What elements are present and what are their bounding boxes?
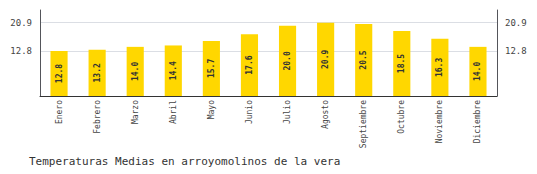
- svg-text:12.8: 12.8: [55, 64, 64, 83]
- svg-text:20.9: 20.9: [505, 18, 527, 28]
- svg-text:Febrero: Febrero: [93, 100, 102, 134]
- svg-text:Enero: Enero: [55, 100, 64, 124]
- svg-text:12.8: 12.8: [10, 46, 32, 56]
- svg-text:Junio: Junio: [245, 100, 254, 124]
- svg-text:Agosto: Agosto: [321, 100, 330, 129]
- svg-text:17.6: 17.6: [245, 55, 254, 74]
- svg-text:Marzo: Marzo: [131, 100, 140, 124]
- svg-text:14.0: 14.0: [131, 62, 140, 81]
- svg-text:Temperaturas Medias en arroyom: Temperaturas Medias en arroyomolinos de …: [29, 155, 340, 168]
- svg-text:16.3: 16.3: [435, 58, 444, 77]
- svg-text:20.5: 20.5: [359, 50, 368, 69]
- svg-text:Noviembre: Noviembre: [435, 100, 444, 144]
- svg-text:13.2: 13.2: [93, 63, 102, 82]
- svg-text:Mayo: Mayo: [207, 100, 216, 119]
- svg-text:Octubre: Octubre: [397, 100, 406, 134]
- svg-text:Abril: Abril: [169, 100, 178, 124]
- svg-text:Diciembre: Diciembre: [473, 100, 482, 144]
- svg-text:20.9: 20.9: [10, 18, 32, 28]
- svg-text:20.0: 20.0: [283, 51, 292, 70]
- svg-text:14.0: 14.0: [473, 62, 482, 81]
- svg-text:18.5: 18.5: [397, 54, 406, 73]
- svg-text:15.7: 15.7: [207, 59, 216, 78]
- svg-text:Septiembre: Septiembre: [359, 100, 368, 148]
- svg-text:14.4: 14.4: [169, 61, 178, 80]
- svg-text:12.8: 12.8: [505, 46, 527, 56]
- svg-text:20.9: 20.9: [321, 50, 330, 69]
- svg-text:Julio: Julio: [283, 100, 292, 124]
